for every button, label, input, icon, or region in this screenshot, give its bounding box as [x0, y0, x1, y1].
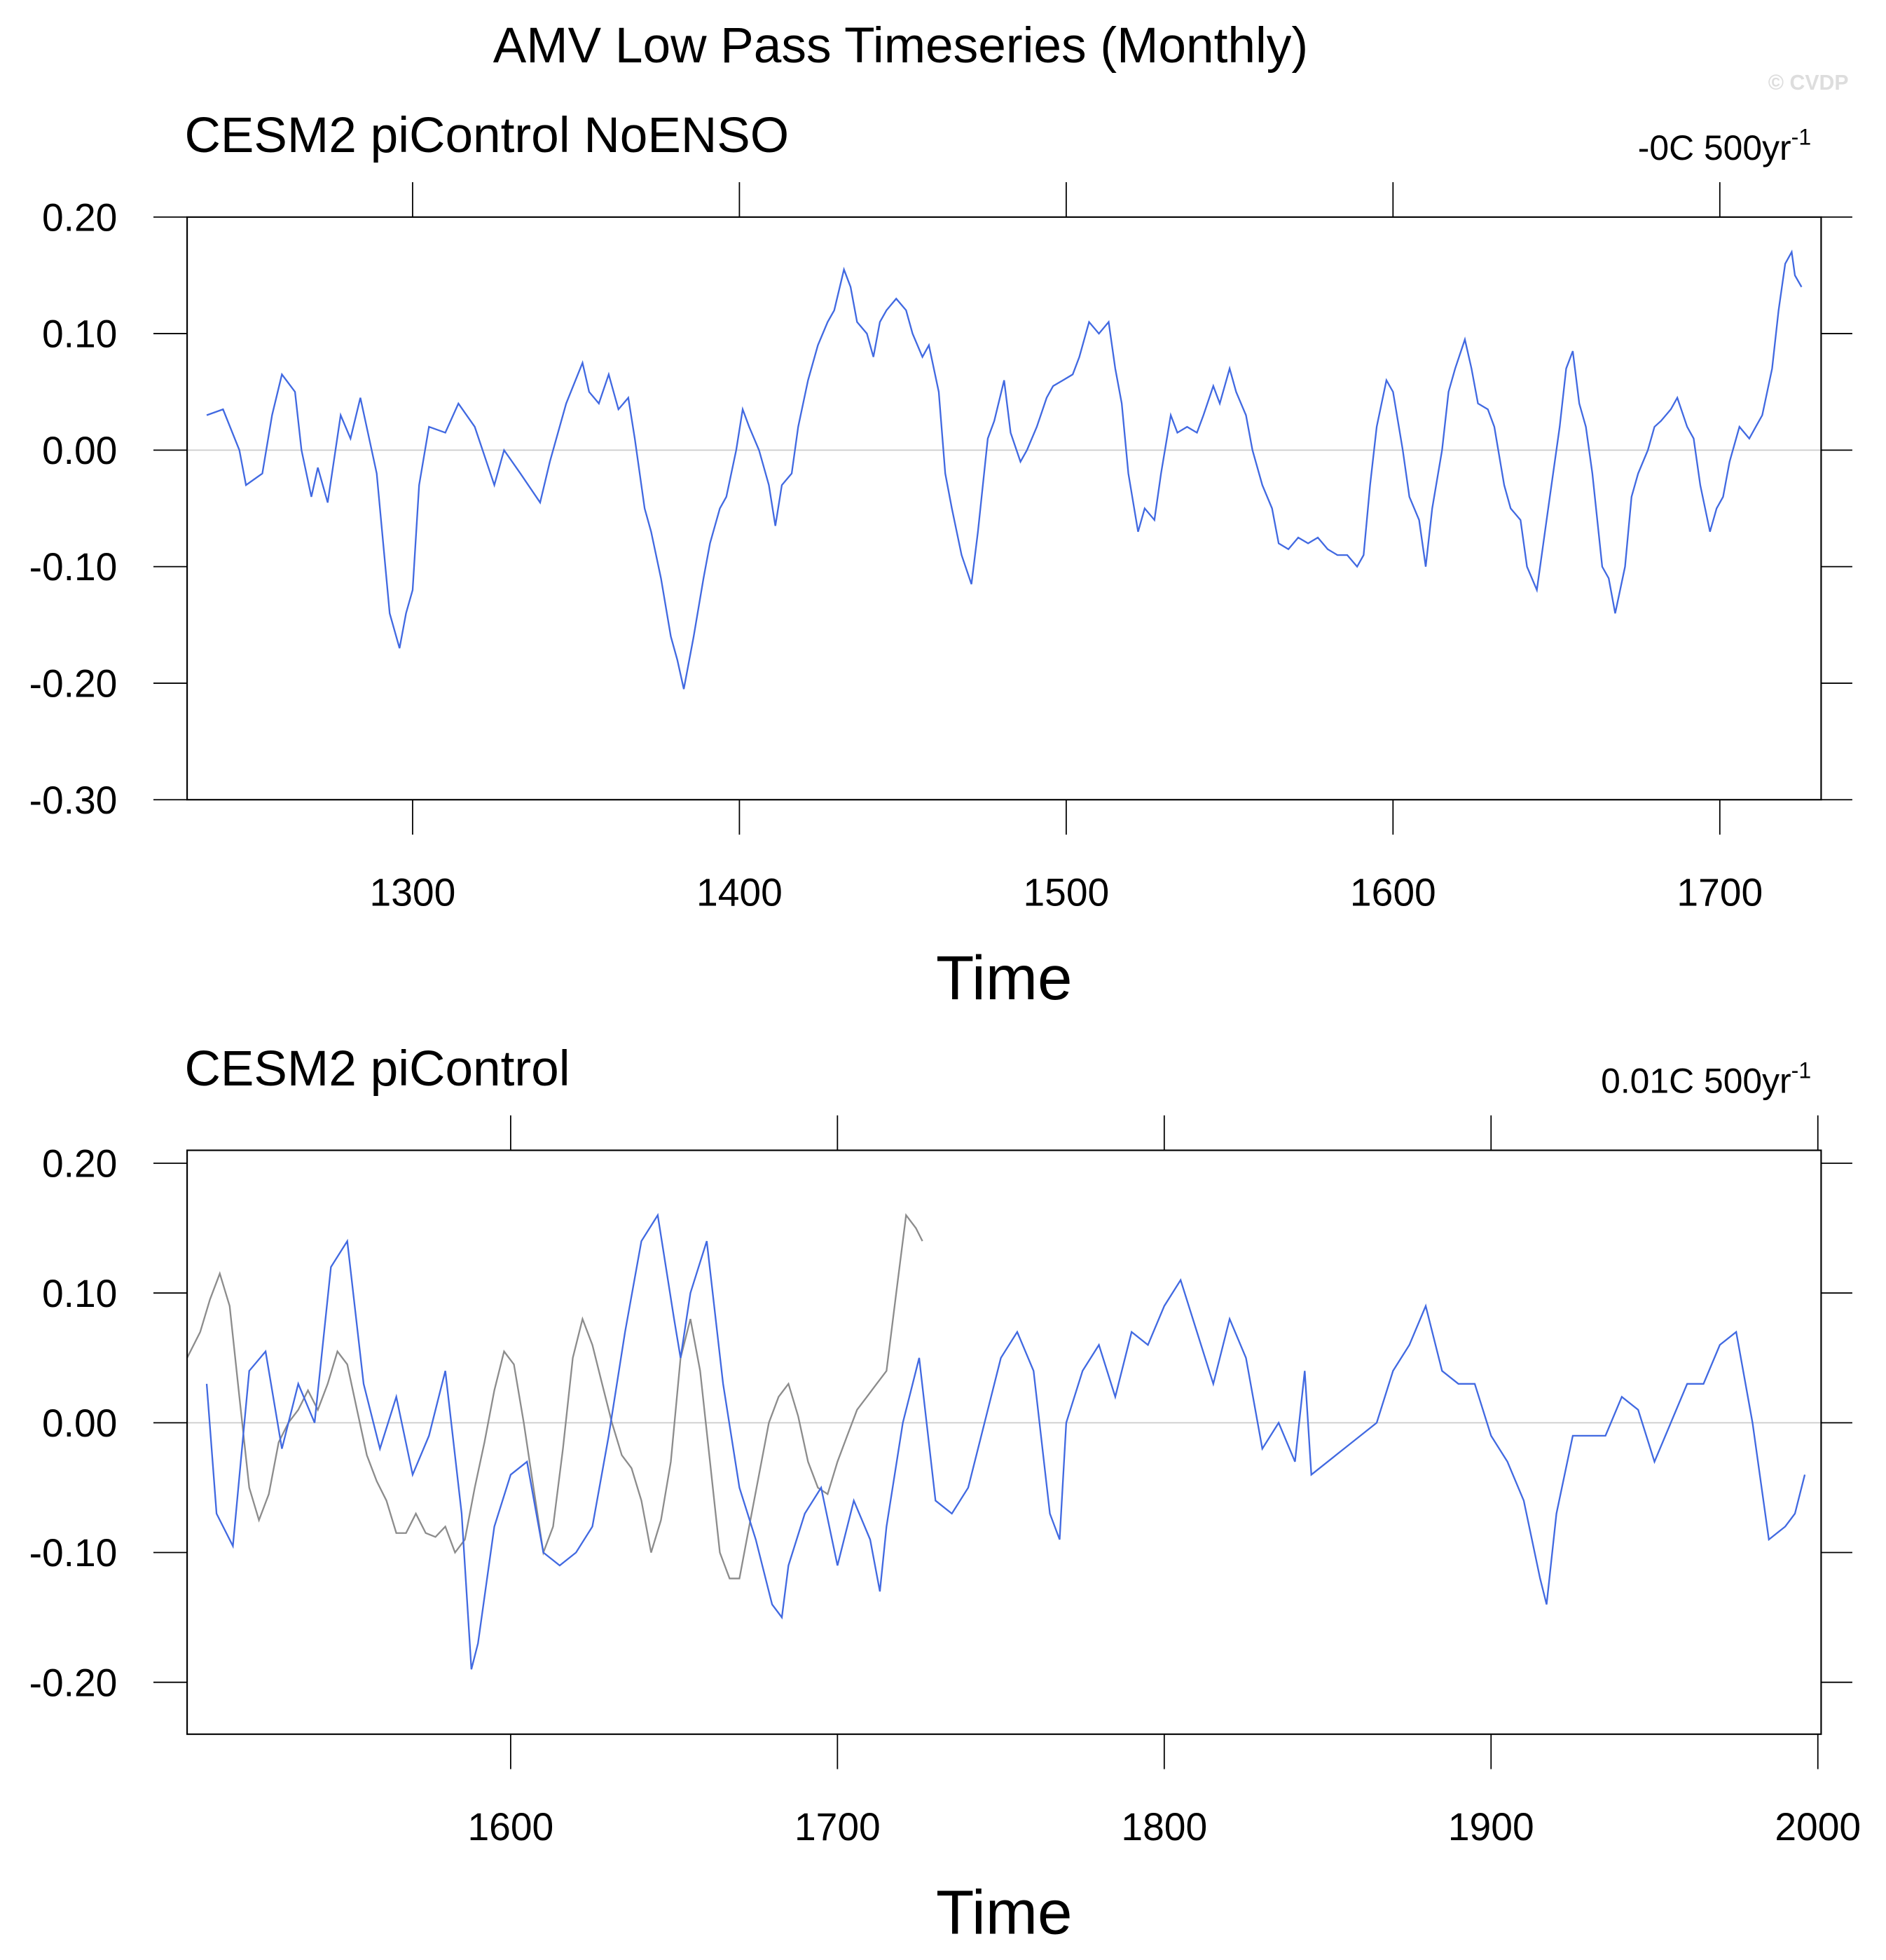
x-tick-label: 2000	[1775, 1805, 1861, 1849]
credit: © CVDP	[1768, 71, 1849, 95]
plot-frame	[186, 216, 1822, 801]
y-tick-label: 0.20	[42, 1142, 117, 1186]
x-tick-label: 1700	[794, 1805, 881, 1849]
y-tick-label: 0.10	[42, 1272, 117, 1315]
trend: 0.01C 500yr-1	[1601, 1057, 1811, 1100]
x-tick-label: 1600	[1350, 871, 1436, 914]
x-tick-label: 1700	[1677, 871, 1763, 914]
plot-frame	[186, 1149, 1822, 1735]
data-line	[186, 1213, 923, 1579]
trend-sup: -1	[1791, 1057, 1811, 1083]
y-tick-label: -0.10	[29, 545, 118, 589]
x-tick-label: 1500	[1023, 871, 1109, 914]
y-tick-label: 0.00	[42, 1402, 117, 1445]
x-axis-label: Time	[936, 1877, 1072, 1947]
y-tick-label: 0.20	[42, 196, 117, 239]
y-tick-label: -0.30	[29, 779, 118, 822]
x-tick-label: 1300	[370, 871, 456, 914]
y-tick-label: -0.20	[29, 662, 118, 706]
y-tick-label: -0.20	[29, 1661, 118, 1704]
x-tick-label: 1800	[1121, 1805, 1207, 1849]
trend-text: 0.01C 500yr	[1601, 1062, 1791, 1101]
y-tick-label: 0.10	[42, 313, 117, 356]
x-tick-label: 1400	[696, 871, 783, 914]
y-tick-label: 0.00	[42, 429, 117, 472]
trend: -0C 500yr-1	[1638, 125, 1811, 167]
x-tick-label: 1600	[467, 1805, 553, 1849]
figure-title: AMV Low Pass Timeseries (Monthly)	[493, 18, 1308, 74]
trend-text: -0C 500yr	[1638, 128, 1791, 167]
subtitle: CESM2 piControl NoENSO	[185, 108, 790, 163]
data-line	[206, 249, 1803, 690]
x-tick-label: 1900	[1448, 1805, 1534, 1849]
x-axis-label: Time	[936, 943, 1072, 1013]
y-tick-label: -0.10	[29, 1531, 118, 1575]
data-line	[205, 1212, 1806, 1670]
trend-sup: -1	[1791, 125, 1811, 150]
subtitle: CESM2 piControl	[185, 1041, 570, 1097]
